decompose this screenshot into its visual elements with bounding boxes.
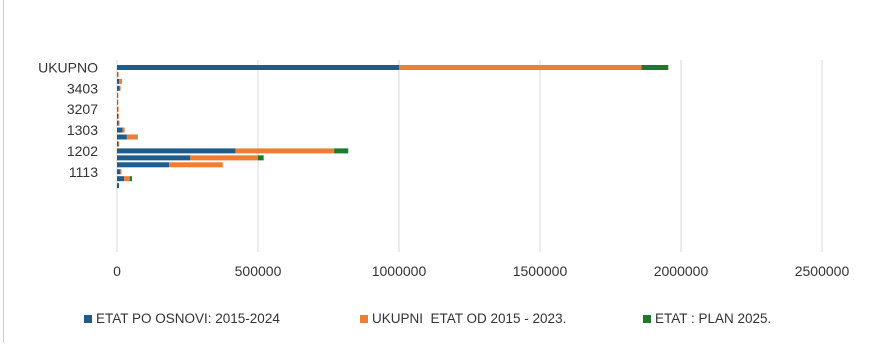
bar-segment-1 [117,141,119,147]
bar-segment-1 [117,169,121,175]
frame-border [3,0,4,343]
bar-segment-2 [117,99,119,105]
x-tick-label: 2000000 [654,263,709,279]
bar-segment-2 [124,176,130,182]
bar-segment-1 [117,65,399,70]
x-tick-labels: 0 500000 1000000 1500000 2000000 2500000 [113,263,849,279]
y-tick-label: 1202 [67,143,98,159]
legend-swatch [643,315,651,323]
bar-segment-2 [117,71,119,77]
bar-segment-1 [117,162,170,168]
bar-segment-2 [122,127,125,133]
y-tick-label: UKUPNO [38,60,98,76]
bar-segment-1 [117,85,120,91]
bar-segment-3 [334,148,349,154]
x-tick-label: 1500000 [513,263,568,279]
legend-label: UKUPNI ETAT OD 2015 - 2023. [372,311,566,326]
bar-segment-2 [118,120,120,126]
bar-segment-2 [190,155,258,161]
bar-segment-1 [117,78,120,84]
bar-segment-2 [119,85,121,91]
bar-segment-1 [117,127,123,133]
legend-swatch [360,315,368,323]
bar-segment-2 [126,134,137,140]
bar-segment-2 [118,141,120,147]
x-tick-label: 0 [113,263,121,279]
bar-segment-1 [117,99,118,105]
bar-segment-1 [117,106,118,112]
bar-segment-1 [117,120,119,126]
legend-item: ETAT : PLAN 2025. [643,311,771,326]
bar-segment-3 [641,65,669,70]
bar-segment-3 [258,155,264,161]
bar-segment-3 [136,134,138,140]
bar-segment-2 [399,65,642,70]
bar-segment-2 [118,113,119,119]
legend: ETAT PO OSNOVI: 2015-2024 UKUPNI ETAT OD … [84,311,771,326]
bar-segment-2 [120,169,122,175]
bar-segment-1 [117,113,119,119]
y-tick-label: 3207 [67,101,98,117]
bar-segment-1 [117,71,118,77]
y-tick-labels: UKUPNO 3403 3207 1303 1202 1113 [38,60,98,180]
bar-segment-1 [117,134,127,140]
bar-segment-2 [117,92,119,98]
legend-item: ETAT PO OSNOVI: 2015-2024 [84,311,280,326]
bar-segment-1 [117,92,118,98]
bar-segment-2 [117,106,119,112]
y-tick-label: 1303 [67,122,98,138]
bar-segment-1 [117,176,125,182]
x-tick-label: 500000 [235,263,282,279]
x-tick-label: 2500000 [795,263,850,279]
legend-swatch [84,315,92,323]
bar-segment-3 [129,176,132,182]
legend-label: ETAT : PLAN 2025. [655,311,771,326]
bar-segment-2 [119,78,123,84]
x-tick-label: 1000000 [372,263,427,279]
bar-segment-2 [169,162,223,168]
bar-segment-2 [235,148,335,154]
bar-segment-1 [117,155,191,161]
legend-label: ETAT PO OSNOVI: 2015-2024 [96,311,280,326]
bars [117,65,669,189]
y-tick-label: 1113 [69,164,98,180]
bar-segment-1 [117,183,119,189]
y-tick-label: 3403 [67,80,98,96]
bar-segment-1 [117,148,236,154]
legend-item: UKUPNI ETAT OD 2015 - 2023. [360,311,566,326]
